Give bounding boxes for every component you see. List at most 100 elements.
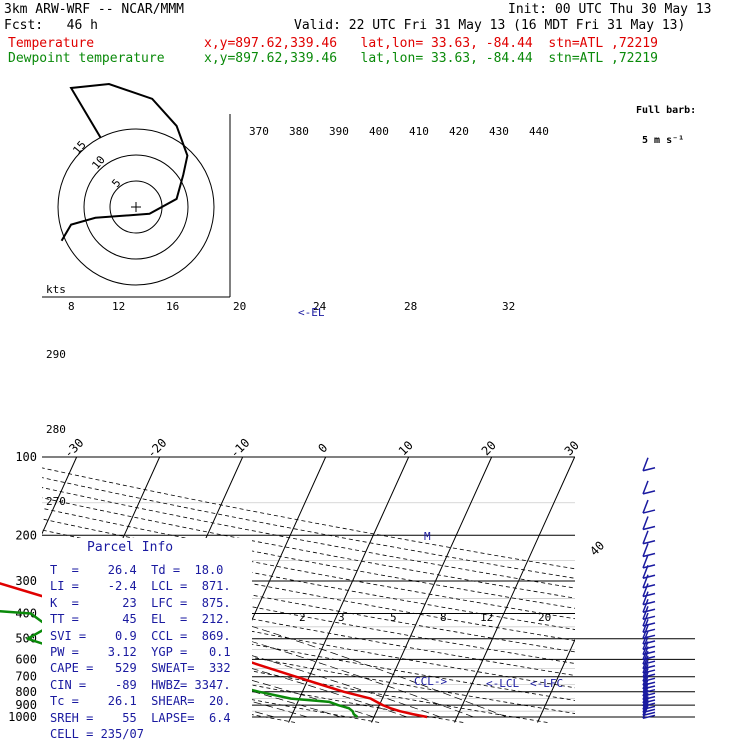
mixing-ratio-label-16: 16 bbox=[166, 300, 179, 313]
extra-labels: <-EL CCL-> <-LCL <-LFC M bbox=[298, 306, 563, 690]
wind-barb-985 bbox=[642, 714, 656, 720]
hodograph-units-label: kts bbox=[46, 283, 66, 296]
wind-barb-flag-310 bbox=[642, 574, 649, 589]
theta-label-400: 400 bbox=[369, 125, 389, 138]
mixing-ratio-label-32: 32 bbox=[502, 300, 515, 313]
parcel-info-row: CELL = 235/07 bbox=[50, 727, 144, 742]
hodograph-ring-2 bbox=[83, 154, 189, 260]
init-time: Init: 00 UTC Thu 30 May 13 bbox=[508, 2, 712, 17]
wind-barb-flag-635 bbox=[642, 655, 649, 669]
parcel-info-row: Tc = 26.1 SHEAR= 20. bbox=[50, 694, 231, 709]
wind-barb-flag-535 bbox=[642, 636, 649, 650]
wind-barb-flag-610 bbox=[642, 650, 649, 665]
mixing-ratio-label-20: 20 bbox=[233, 300, 246, 313]
dry-adiabat-330 bbox=[42, 601, 575, 701]
wind-barb-flag-260 bbox=[642, 554, 649, 569]
wind-barb-flag-135 bbox=[642, 480, 649, 495]
pressure-label-600: 600 bbox=[15, 652, 37, 666]
full-barb-line1: Full barb: bbox=[636, 105, 697, 116]
wind-barb-flag-435 bbox=[642, 612, 649, 627]
temperature-tick-0: 0 bbox=[315, 441, 330, 456]
pressure-label-300: 300 bbox=[15, 574, 37, 588]
mixing-ratio-low-label-12: 12 bbox=[480, 611, 493, 624]
wind-barb-flag-910 bbox=[642, 696, 649, 710]
wind-barbs bbox=[642, 457, 656, 720]
wind-barb-flag-960 bbox=[642, 702, 649, 716]
temperature-tick-30: 30 bbox=[562, 438, 582, 458]
wind-barb-335 bbox=[642, 592, 656, 598]
mixing-ratio-label-24: 24 bbox=[313, 300, 327, 313]
parcel-info-title: Parcel Info bbox=[87, 540, 174, 555]
wind-barb-185 bbox=[642, 525, 656, 531]
wind-barb-flag-185 bbox=[642, 516, 649, 530]
isotherm-50 bbox=[621, 457, 740, 723]
mixing-ratio-low-label-3: 3 bbox=[338, 611, 345, 624]
wind-barb-210 bbox=[642, 540, 656, 545]
wind-barb-135 bbox=[642, 490, 656, 495]
theta-label-430: 430 bbox=[489, 125, 509, 138]
dry-adiabat-400 bbox=[42, 518, 575, 620]
wind-barb-flag-985 bbox=[642, 705, 649, 719]
mixing-ratio-label-8: 8 bbox=[68, 300, 75, 313]
mixing-ratio-low-label-5: 5 bbox=[390, 611, 397, 624]
forecast-hour: Fcst: 46 h bbox=[4, 18, 98, 33]
wind-barb-260 bbox=[642, 564, 656, 569]
theta-label-410: 410 bbox=[409, 125, 429, 138]
wind-barb-flag-585 bbox=[642, 646, 649, 660]
parcel-info-row: T = 26.4 Td = 18.0 bbox=[50, 563, 224, 577]
wind-barb-flag-760 bbox=[642, 675, 649, 690]
hodograph-trace bbox=[60, 82, 189, 242]
wind-barb-flag-810 bbox=[642, 682, 649, 697]
mixing-ratio-low-label-20: 20 bbox=[538, 611, 551, 624]
theta-label-370: 370 bbox=[249, 125, 269, 138]
model-title: 3km ARW-WRF -- NCAR/MMM bbox=[4, 2, 185, 17]
temperature-station-info: x,y=897.62,339.46 lat,lon= 33.63, -84.44… bbox=[204, 36, 658, 51]
wind-barb-310 bbox=[642, 584, 656, 589]
wind-barb-360 bbox=[642, 600, 656, 606]
isotherm-20 bbox=[371, 456, 493, 723]
theta-label-440: 440 bbox=[529, 125, 549, 138]
theta-label-390: 390 bbox=[329, 125, 349, 138]
wind-barb-flag-285 bbox=[642, 564, 649, 579]
wind-barb-flag-785 bbox=[642, 679, 649, 693]
wind-barb-flag-235 bbox=[642, 543, 649, 557]
wind-barb-flag-860 bbox=[642, 689, 649, 704]
mixing-ratio-label-28: 28 bbox=[404, 300, 417, 313]
parcel-info-row: PW = 3.12 YGP = 0.1 bbox=[50, 645, 231, 660]
parcel-info-rows: T = 26.4 Td = 18.0 LI = -2.4 LCL = 871. K … bbox=[50, 562, 231, 742]
isotherm-10 bbox=[288, 456, 410, 723]
parcel-info-row: LI = -2.4 LCL = 871. bbox=[50, 579, 231, 594]
parcel-info-row: TT = 45 EL = 212. bbox=[50, 612, 231, 627]
wind-barb-flag-360 bbox=[642, 591, 649, 605]
wind-barb-160 bbox=[642, 509, 656, 514]
pressure-label-900: 900 bbox=[15, 698, 37, 712]
dry-adiabat-340 bbox=[42, 588, 575, 689]
dry-adiabat-410 bbox=[42, 507, 575, 609]
pressure-label-100: 100 bbox=[15, 450, 37, 464]
parcel-info-panel: Parcel Info T = 26.4 Td = 18.0 LI = -2.4 … bbox=[42, 538, 252, 741]
isotherm-30 bbox=[454, 456, 575, 723]
parcel-info-row: SREH = 55 LAPSE= 6.4 bbox=[50, 710, 231, 725]
theta-label-420: 420 bbox=[449, 125, 469, 138]
wind-barb-flag-335 bbox=[642, 583, 649, 597]
wind-barb-flag-885 bbox=[642, 692, 649, 707]
theta-label-380: 380 bbox=[289, 125, 309, 138]
wind-barb-flag-935 bbox=[642, 699, 649, 713]
dry-adiabat-430 bbox=[42, 487, 575, 589]
parcel-info-row: CAPE = 529 SWEAT= 332 bbox=[50, 661, 231, 676]
dewpoint-station-info: x,y=897.62,339.46 lat,lon= 33.63, -84.44… bbox=[204, 51, 658, 66]
temperature-tick--40: -40 bbox=[0, 436, 3, 461]
parcel-info-row: K = 23 LFC = 875. bbox=[50, 595, 231, 610]
wind-barb-flag-735 bbox=[642, 671, 649, 686]
valid-time: Valid: 22 UTC Fri 31 May 13 (16 MDT Fri … bbox=[294, 18, 686, 33]
temperature-tick-10: 10 bbox=[396, 438, 416, 458]
wind-barb-385 bbox=[642, 608, 656, 613]
parcel-info-row: SVI = 0.9 CCL = 869. bbox=[50, 628, 231, 643]
isotherm-40 bbox=[537, 638, 575, 723]
wind-barb-flag-685 bbox=[642, 664, 649, 678]
dewpoint-legend: Dewpoint temperature bbox=[8, 51, 165, 66]
theta-left-label-290: 290 bbox=[46, 348, 66, 361]
wind-barb-flag-460 bbox=[642, 619, 649, 633]
wind-barb-285 bbox=[642, 574, 656, 579]
